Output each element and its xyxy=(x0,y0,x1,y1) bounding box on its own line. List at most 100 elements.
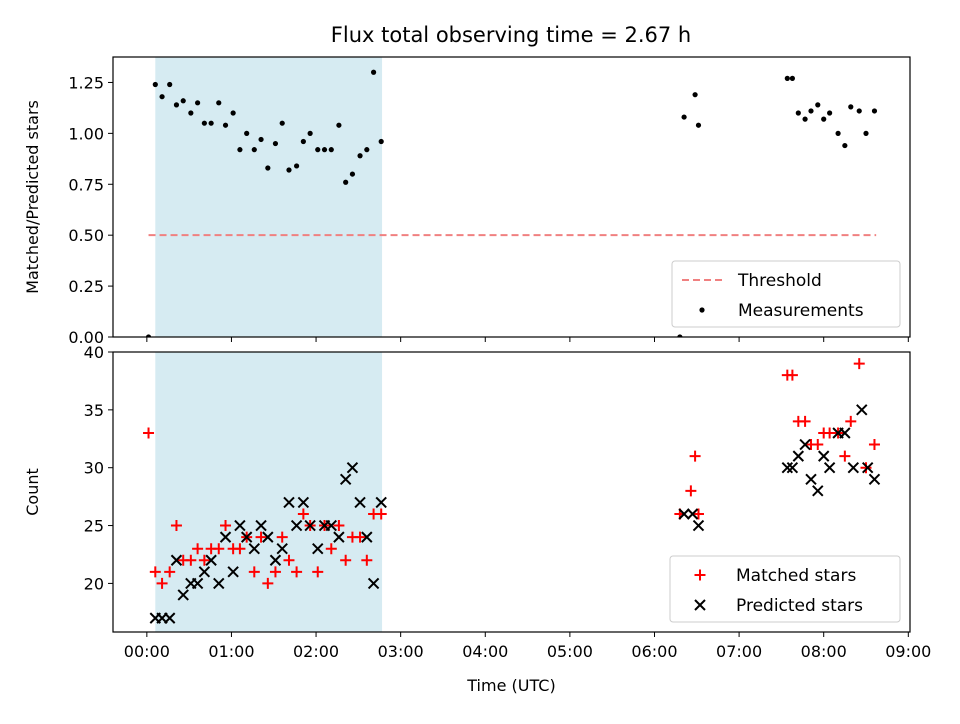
predicted-star-point xyxy=(805,473,817,485)
legend-label: Matched stars xyxy=(736,566,856,586)
matched-star-point xyxy=(361,554,373,566)
predicted-star-point xyxy=(304,519,316,532)
measurement-point xyxy=(328,147,334,153)
predicted-star-point xyxy=(290,519,303,532)
matched-star-point xyxy=(799,415,811,427)
measurement-point xyxy=(808,108,814,114)
predicted-star-point xyxy=(367,577,380,590)
predicted-star-point xyxy=(839,427,851,439)
measurement-point xyxy=(279,120,285,126)
matched-star-point xyxy=(845,415,857,427)
predicted-star-point xyxy=(248,542,261,555)
measurement-point xyxy=(692,92,698,98)
predicted-star-point xyxy=(678,508,690,520)
measurement-point xyxy=(863,130,869,136)
matched-star-point xyxy=(839,450,851,462)
matched-star-point xyxy=(853,358,865,370)
matched-star-point xyxy=(812,439,824,451)
x-tick-label: 01:00 xyxy=(208,642,254,661)
matched-star-point xyxy=(149,566,161,578)
predicted-star-point xyxy=(686,508,699,520)
predicted-star-point xyxy=(240,531,253,543)
predicted-star-point xyxy=(346,461,359,474)
measurement-point xyxy=(208,120,214,126)
predicted-star-point xyxy=(163,612,176,624)
measurement-point xyxy=(286,167,292,173)
measurement-point xyxy=(293,163,300,169)
axes-frame xyxy=(112,351,911,633)
predicted-star-point xyxy=(861,461,874,474)
predicted-star-point xyxy=(361,531,373,543)
measurement-point xyxy=(195,100,201,106)
x-tick-label: 03:00 xyxy=(378,642,424,661)
matched-star-point xyxy=(192,543,204,555)
y-tick-label: 30 xyxy=(84,459,104,478)
matched-star-point xyxy=(269,566,281,578)
x-tick-label: 08:00 xyxy=(801,642,847,661)
predicted-star-point xyxy=(262,531,274,543)
legend-matched-swatch xyxy=(694,569,706,581)
measurement-point xyxy=(265,165,271,171)
matched-star-point xyxy=(692,508,704,520)
matched-star-point xyxy=(185,554,197,566)
matched-star-point xyxy=(312,566,324,578)
measurement-point xyxy=(244,130,250,136)
measurement-point xyxy=(343,179,349,185)
measurement-point xyxy=(159,94,165,100)
matched-star-point xyxy=(170,520,182,532)
predicted-star-point xyxy=(219,531,232,543)
measurement-point xyxy=(789,75,795,81)
measurement-point xyxy=(180,98,186,104)
x-tick-label: 05:00 xyxy=(547,642,593,661)
measurement-point xyxy=(321,147,328,153)
matched-star-point xyxy=(213,543,225,555)
measurement-point xyxy=(251,147,257,153)
matched-star-point xyxy=(198,554,210,566)
predicted-star-point xyxy=(177,589,189,601)
predicted-star-point xyxy=(792,450,805,462)
matched-star-point xyxy=(248,566,260,578)
measurement-point xyxy=(364,147,370,153)
predicted-star-point xyxy=(312,542,324,555)
x-tick-label: 07:00 xyxy=(716,642,762,661)
matched-star-point xyxy=(291,566,303,578)
x-tick-label: 04:00 xyxy=(462,642,508,661)
matched-star-point xyxy=(689,450,701,462)
predicted-star-point xyxy=(847,461,860,474)
measurement-point xyxy=(357,153,363,159)
predicted-star-point xyxy=(191,577,204,590)
measurement-point xyxy=(300,138,306,145)
legend-box xyxy=(669,555,901,623)
predicted-star-point xyxy=(325,519,337,532)
measurement-point xyxy=(871,108,878,114)
y-tick-label: 0.25 xyxy=(68,277,104,296)
measurement-point xyxy=(378,138,384,145)
predicted-star-point xyxy=(297,496,310,509)
y-tick-label: 1.25 xyxy=(68,73,104,92)
legend-box xyxy=(671,260,901,328)
measurement-point xyxy=(145,334,152,337)
matched-star-point xyxy=(868,439,880,451)
predicted-star-point xyxy=(170,554,183,566)
y-tick-label: 20 xyxy=(84,574,104,593)
predicted-star-point xyxy=(227,566,239,578)
measurement-point xyxy=(258,136,264,143)
matched-star-point xyxy=(297,508,309,520)
predicted-star-point xyxy=(205,554,217,566)
measurement-point xyxy=(802,116,808,122)
measurement-point xyxy=(307,130,313,136)
matched-star-point xyxy=(276,531,288,543)
observing-window-shade xyxy=(155,57,383,337)
measurement-point xyxy=(173,102,180,108)
predicted-star-point xyxy=(812,485,824,497)
predicted-star-point xyxy=(817,450,830,462)
predicted-star-point xyxy=(692,519,705,532)
matched-star-point xyxy=(220,520,232,532)
predicted-star-point xyxy=(799,438,811,451)
predicted-star-point xyxy=(198,566,211,578)
measurement-point xyxy=(848,104,854,110)
legend-label: Measurements xyxy=(738,301,864,321)
matched-star-point xyxy=(164,566,176,578)
predicted-star-point xyxy=(823,461,836,474)
